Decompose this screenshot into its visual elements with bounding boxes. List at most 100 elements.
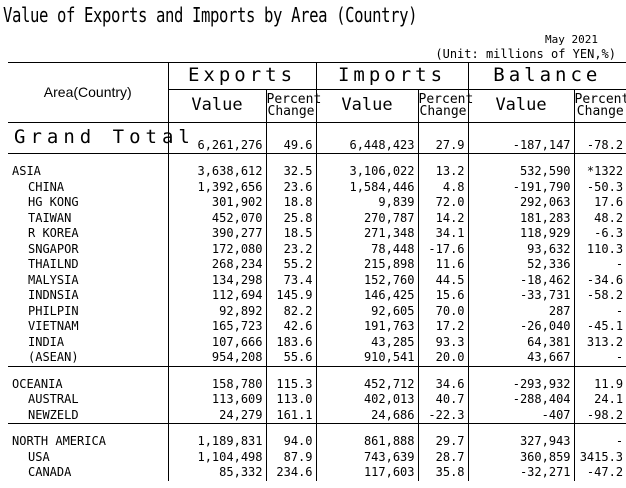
cell-imp-pc: -22.3 bbox=[417, 407, 469, 424]
cell-exp-pc: 55.2 bbox=[265, 257, 317, 273]
cell-imp-pc: 20.0 bbox=[417, 350, 469, 367]
cell-bal: 52,336 bbox=[467, 257, 575, 273]
cell-exp-pc: 32.5 bbox=[265, 164, 317, 180]
cell-bal-pc: -58.2 bbox=[573, 288, 626, 304]
cell-imp-pc: 4.8 bbox=[417, 179, 469, 195]
cell-bal: -191,790 bbox=[467, 179, 575, 195]
cell-bal-pc: - bbox=[573, 350, 626, 367]
grand-total-row: Grand Total 6,261,276 49.6 6,448,423 27.… bbox=[8, 122, 626, 154]
cell-exp: 268,234 bbox=[167, 257, 266, 273]
cell-bal-pc: - bbox=[573, 257, 626, 273]
header-row-groups: Area(Country) Exports Imports Balance bbox=[8, 62, 626, 123]
cell-imp: 743,639 bbox=[315, 449, 419, 465]
cell-imp-pc: 72.0 bbox=[417, 195, 469, 211]
table-row: PHILPIN 92,892 82.2 92,605 70.0 287- bbox=[8, 303, 626, 319]
cell-bal-pc: 24.1 bbox=[573, 392, 626, 408]
cell-imp-pc: 34.6 bbox=[417, 376, 469, 392]
cell-imp: 910,541 bbox=[315, 350, 419, 367]
table-row: R KOREA 390,277 18.5 271,348 34.1 118,929 -6.3 bbox=[8, 226, 626, 242]
balance-header: Balance bbox=[467, 62, 626, 90]
cell-imp: 3,106,022 bbox=[315, 164, 419, 180]
cell-imp-pc: 44.5 bbox=[417, 272, 469, 288]
table-row: TAIWAN 452,070 25.8 270,787 14.2 181,283 48.2 bbox=[8, 210, 626, 226]
cell-imp: 24,686 bbox=[315, 407, 419, 424]
cell-imp: 92,605 bbox=[315, 303, 419, 319]
cell-bal-pc: 3415.3 bbox=[573, 449, 626, 465]
cell-imp: 215,898 bbox=[315, 257, 419, 273]
area-label: (ASEAN) bbox=[8, 350, 168, 367]
cell-imp-pc: 40.7 bbox=[417, 392, 469, 408]
area-label: MALYSIA bbox=[28, 272, 79, 287]
cell-imp-pc: 93.3 bbox=[417, 334, 469, 350]
cell-exp-pc: 87.9 bbox=[265, 449, 317, 465]
cell-bal: 64,381 bbox=[467, 334, 575, 350]
cell-bal-pc: - bbox=[573, 303, 626, 319]
cell-imp: 271,348 bbox=[315, 226, 419, 242]
cell-imp: 270,787 bbox=[315, 210, 419, 226]
cell-exp: 390,277 bbox=[167, 226, 266, 242]
cell-bal: 43,667 bbox=[467, 350, 575, 367]
cell-bal-pc: 110.3 bbox=[573, 241, 626, 257]
cell-exp-pc: 115.3 bbox=[265, 376, 317, 392]
cell-exp: 954,208 bbox=[167, 350, 266, 367]
table-row: SNGAPOR 172,080 23.2 78,448 -17.6 93,632 110.3 bbox=[8, 241, 626, 257]
cell: 6,261,276 bbox=[167, 122, 266, 154]
area-label: AUSTRAL bbox=[28, 392, 79, 406]
cell-bal-pc: *1322 bbox=[573, 164, 626, 180]
cell-imp-pc: 14.2 bbox=[417, 210, 469, 226]
area-label: CANADA bbox=[28, 465, 72, 479]
cell-exp-pc: 82.2 bbox=[265, 303, 317, 319]
cell-bal: -407 bbox=[467, 407, 575, 424]
cell-exp-pc: 23.6 bbox=[265, 179, 317, 195]
spacer-row bbox=[8, 153, 626, 164]
area-label: CHINA bbox=[28, 179, 65, 194]
cell-exp: 85,332 bbox=[167, 465, 266, 481]
table-row: (ASEAN) 954,208 55.6 910,541 20.0 43,667- bbox=[8, 350, 626, 367]
report-period: May 2021 bbox=[545, 33, 598, 46]
area-label: USA bbox=[28, 449, 50, 464]
cell-exp: 301,902 bbox=[167, 195, 266, 211]
cell-imp: 402,013 bbox=[315, 392, 419, 408]
cell-imp: 9,839 bbox=[315, 195, 419, 211]
area-label: R KOREA bbox=[28, 226, 79, 240]
cell: -78.2 bbox=[573, 122, 626, 154]
cell: 27.9 bbox=[417, 122, 469, 154]
cell-bal-pc: -47.2 bbox=[573, 465, 626, 481]
table-row: MALYSIA 134,298 73.4 152,760 44.5 -18,462 -34.… bbox=[8, 272, 626, 288]
area-label: THAILND bbox=[28, 257, 79, 271]
cell-exp-pc: 73.4 bbox=[265, 272, 317, 288]
area-label: OCEANIA bbox=[12, 376, 63, 391]
cell-bal: 292,063 bbox=[467, 195, 575, 211]
exports-header: Exports bbox=[167, 62, 317, 90]
cell-exp-pc: 161.1 bbox=[265, 407, 317, 424]
cell-bal: 327,943 bbox=[467, 434, 575, 450]
cell-bal-pc: - bbox=[573, 434, 626, 450]
table-row: ASIA 3,638,612 32.5 3,106,022 13.2 532,590 *13… bbox=[8, 164, 626, 180]
cell-exp: 452,070 bbox=[167, 210, 266, 226]
cell-exp: 1,392,656 bbox=[167, 179, 266, 195]
imports-value-header: Value bbox=[315, 89, 419, 123]
area-header: Area(Country) bbox=[8, 62, 168, 123]
cell: 49.6 bbox=[265, 122, 317, 154]
cell-bal: -288,404 bbox=[467, 392, 575, 408]
balance-percent-header: Percent Change bbox=[573, 89, 626, 123]
cell-bal: 532,590 bbox=[467, 164, 575, 180]
cell-exp: 1,104,498 bbox=[167, 449, 266, 465]
cell-imp: 78,448 bbox=[315, 241, 419, 257]
cell-exp-pc: 42.6 bbox=[265, 319, 317, 335]
cell-exp: 158,780 bbox=[167, 376, 266, 392]
trade-table: Area(Country) Exports Imports Balance Va… bbox=[8, 62, 626, 481]
table-row: VIETNAM 165,723 42.6 191,763 17.2 -26,040 -45.… bbox=[8, 319, 626, 335]
area-label: SNGAPOR bbox=[28, 241, 79, 256]
cell-imp: 452,712 bbox=[315, 376, 419, 392]
cell-bal-pc: 48.2 bbox=[573, 210, 626, 226]
cell-imp-pc: 13.2 bbox=[417, 164, 469, 180]
balance-value-header: Value bbox=[467, 89, 575, 123]
cell-bal: -293,932 bbox=[467, 376, 575, 392]
header-row-subcols: Value Percent Change Value Percent Change … bbox=[8, 89, 626, 123]
unit-note: (Unit: millions of YEN,%) bbox=[435, 47, 616, 61]
table-row: CHINA 1,392,656 23.6 1,584,446 4.8 -191,790 -5… bbox=[8, 179, 626, 195]
cell-exp-pc: 25.8 bbox=[265, 210, 317, 226]
cell-exp: 172,080 bbox=[167, 241, 266, 257]
cell-bal: 360,859 bbox=[467, 449, 575, 465]
